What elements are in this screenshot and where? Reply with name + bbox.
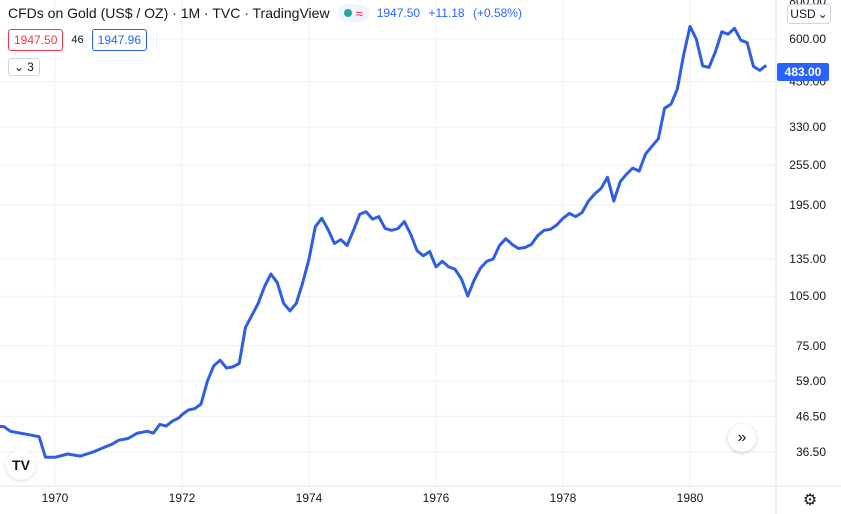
market-status-pill[interactable]: ≈ [337,4,369,22]
x-tick-label: 1974 [296,491,323,505]
y-tick-label: 600.00 [789,32,826,46]
quote-change: +11.18 [428,6,465,20]
chevron-down-icon: ⌄ [14,60,25,74]
tradingview-logo-icon[interactable]: TV [6,450,36,480]
symbol-title[interactable]: CFDs on Gold (US$ / OZ) · 1M · TVC · Tra… [8,5,330,21]
double-chevron-right-icon[interactable]: » [728,424,756,452]
x-tick-label: 1972 [169,491,196,505]
y-tick-label: 330.00 [789,120,826,134]
price-line [0,25,768,459]
currency-label: USD [790,7,816,21]
quote-values: 1947.50 +11.18 (+0.58%) [377,6,527,20]
sell-price-button[interactable]: 1947.50 [8,29,64,51]
market-open-dot-icon [343,9,352,17]
indicators-count: 3 [27,60,34,74]
spread-value: 46 [71,34,84,46]
y-tick-label: 255.00 [789,158,826,172]
indicators-collapse-button[interactable]: ⌄ 3 [8,58,40,76]
y-tick-label: 135.00 [789,252,826,266]
y-tick-label: 195.00 [789,198,826,212]
y-tick-label: 105.00 [789,289,826,303]
y-tick-label: 59.00 [796,374,826,388]
last-price-label: 483.00 [777,63,829,81]
x-tick-label: 1970 [42,491,69,505]
quote-price: 1947.50 [376,6,421,20]
x-tick-label: 1980 [677,491,704,505]
chart-header: CFDs on Gold (US$ / OZ) · 1M · TVC · Tra… [8,4,527,22]
currency-select[interactable]: USD ⌄ [787,4,831,24]
gear-icon[interactable]: ⚙ [802,492,818,509]
approx-icon: ≈ [355,5,363,21]
chevron-down-icon: ⌄ [817,7,828,21]
x-tick-label: 1978 [550,491,577,505]
time-axis[interactable]: 1970 1972 1974 1976 1978 1980 [42,491,704,505]
y-tick-label: 46.50 [796,409,826,423]
buy-price-button[interactable]: 1947.96 [91,29,148,51]
y-tick-label: 36.50 [796,445,826,459]
bid-ask-row: 1947.50 46 1947.96 [8,29,148,51]
y-tick-label: 75.00 [796,339,826,353]
quote-change-pct: (+0.58%) [472,6,522,20]
x-tick-label: 1976 [423,491,450,505]
